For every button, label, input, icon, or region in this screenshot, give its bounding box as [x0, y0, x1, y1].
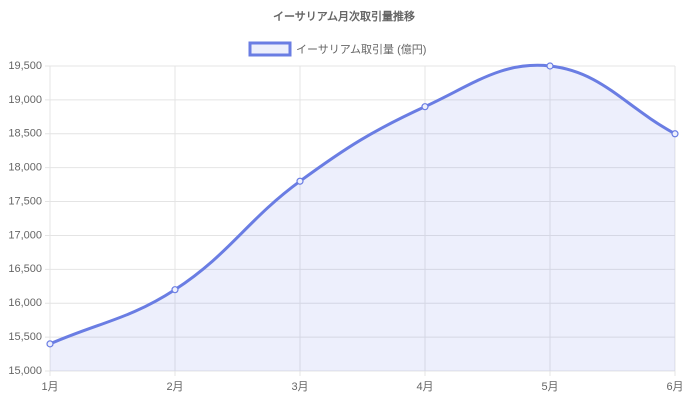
x-tick-label: 1月 [41, 381, 58, 393]
y-tick-label: 15,500 [8, 331, 42, 343]
y-tick-label: 17,500 [8, 195, 42, 207]
y-tick-label: 16,500 [8, 263, 42, 275]
point [421, 103, 429, 111]
y-tick-label: 19,500 [8, 60, 42, 72]
x-tick-label: 3月 [291, 381, 308, 393]
x-tick-label: 4月 [416, 381, 433, 393]
chart-title: イーサリアム月次取引量推移 [273, 9, 415, 23]
line [49, 63, 676, 346]
point [546, 62, 554, 70]
y-tick-label: 17,000 [8, 229, 42, 241]
y-tick-label: 15,000 [8, 365, 42, 377]
y-tick-label: 16,000 [8, 297, 42, 309]
x-tick-label: 6月 [666, 381, 683, 393]
legend-swatch [248, 41, 292, 57]
y-tick-label: 19,000 [8, 94, 42, 106]
y-tick-label: 18,000 [8, 162, 42, 174]
area [50, 65, 675, 371]
point [296, 177, 304, 185]
x-tick-label: 2月 [166, 381, 183, 393]
y-tick-label: 18,500 [8, 128, 42, 140]
point [171, 286, 179, 294]
x-tick-label: 5月 [541, 381, 558, 393]
point [46, 340, 54, 348]
legend-label: イーサリアム取引量 (億円) [296, 42, 426, 56]
point [671, 130, 679, 138]
